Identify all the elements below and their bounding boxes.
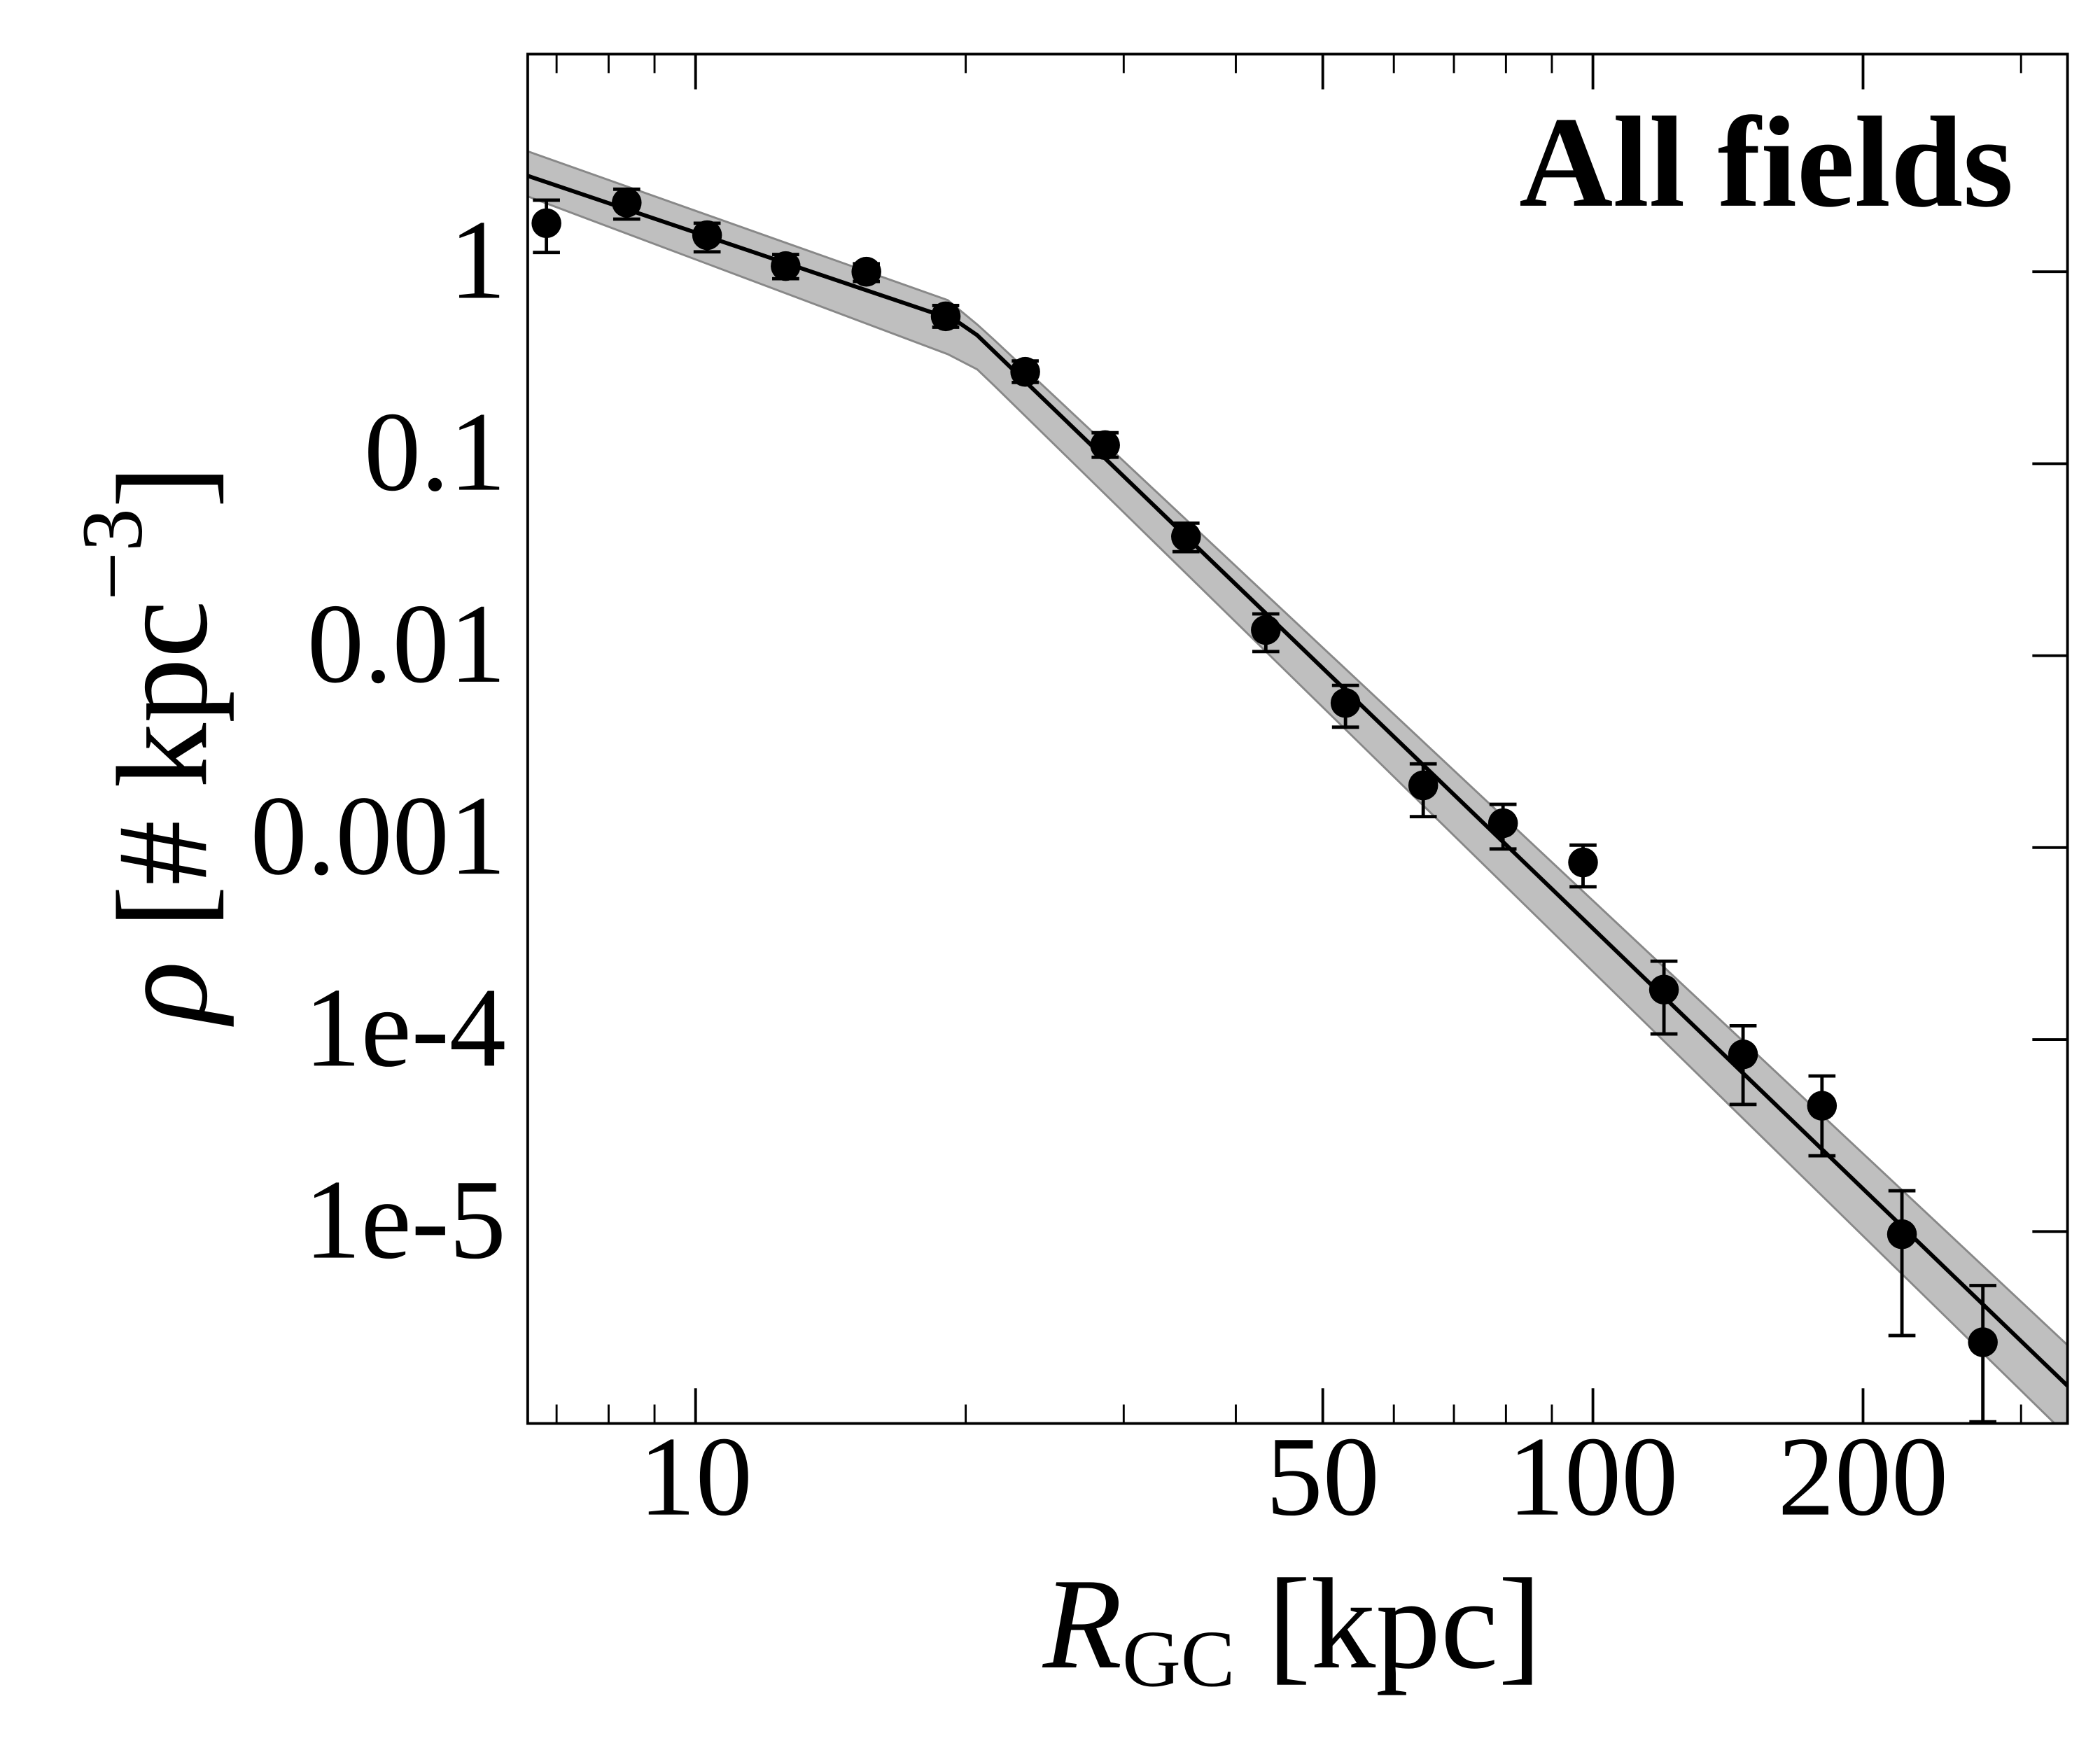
x-tick-label: 200 bbox=[1778, 1414, 1949, 1540]
x-label-sub: GC bbox=[1122, 1614, 1235, 1704]
y-tick-label: 0.001 bbox=[251, 773, 506, 899]
data-point bbox=[1968, 1327, 1998, 1357]
data-point bbox=[1488, 808, 1518, 839]
y-label-main: ρ bbox=[91, 961, 234, 1027]
data-point bbox=[1807, 1091, 1837, 1121]
chart-title: All fields bbox=[1519, 91, 2013, 234]
data-point bbox=[1010, 356, 1040, 387]
x-axis-label: RGC [kpc] bbox=[1042, 1553, 1541, 1704]
data-point bbox=[612, 188, 642, 218]
data-point bbox=[1886, 1219, 1917, 1250]
y-axis-label: ρ [# kpc−3] bbox=[64, 465, 234, 1027]
data-point bbox=[1090, 430, 1120, 461]
y-label-close: ] bbox=[91, 465, 234, 508]
x-tick-label: 100 bbox=[1508, 1414, 1679, 1540]
data-point bbox=[771, 251, 801, 281]
axes: 10 50 100 200 1 0.1 0.01 0.001 1e-4 1e-5 bbox=[251, 54, 2068, 1540]
data-point bbox=[930, 301, 961, 332]
data-point bbox=[1648, 974, 1679, 1005]
model-band bbox=[527, 150, 2068, 1424]
y-label-sup: −3 bbox=[64, 508, 160, 601]
x-tick-label: 50 bbox=[1266, 1414, 1380, 1540]
data-point bbox=[1568, 847, 1598, 878]
data-point bbox=[1171, 522, 1201, 552]
y-tick-label: 1e-4 bbox=[304, 965, 506, 1091]
data-point bbox=[531, 208, 561, 239]
data-point bbox=[1728, 1040, 1758, 1070]
model-line bbox=[527, 174, 2068, 1387]
y-tick-label: 1 bbox=[449, 197, 506, 323]
data-point bbox=[1408, 770, 1438, 801]
data-point bbox=[1330, 687, 1361, 718]
data-point bbox=[851, 256, 881, 287]
y-tick-label: 1e-5 bbox=[304, 1157, 506, 1283]
x-label-main: R bbox=[1042, 1553, 1122, 1696]
plot-area bbox=[527, 150, 2068, 1424]
plot-frame bbox=[526, 52, 2069, 1425]
y-tick-label: 0.1 bbox=[364, 389, 506, 515]
y-label-unit: [# kpc bbox=[91, 601, 234, 929]
data-point bbox=[1251, 615, 1281, 645]
x-label-unit: [kpc] bbox=[1268, 1553, 1541, 1696]
x-tick-label: 10 bbox=[639, 1414, 752, 1540]
y-tick-label: 0.01 bbox=[307, 581, 506, 707]
data-point bbox=[692, 220, 722, 251]
